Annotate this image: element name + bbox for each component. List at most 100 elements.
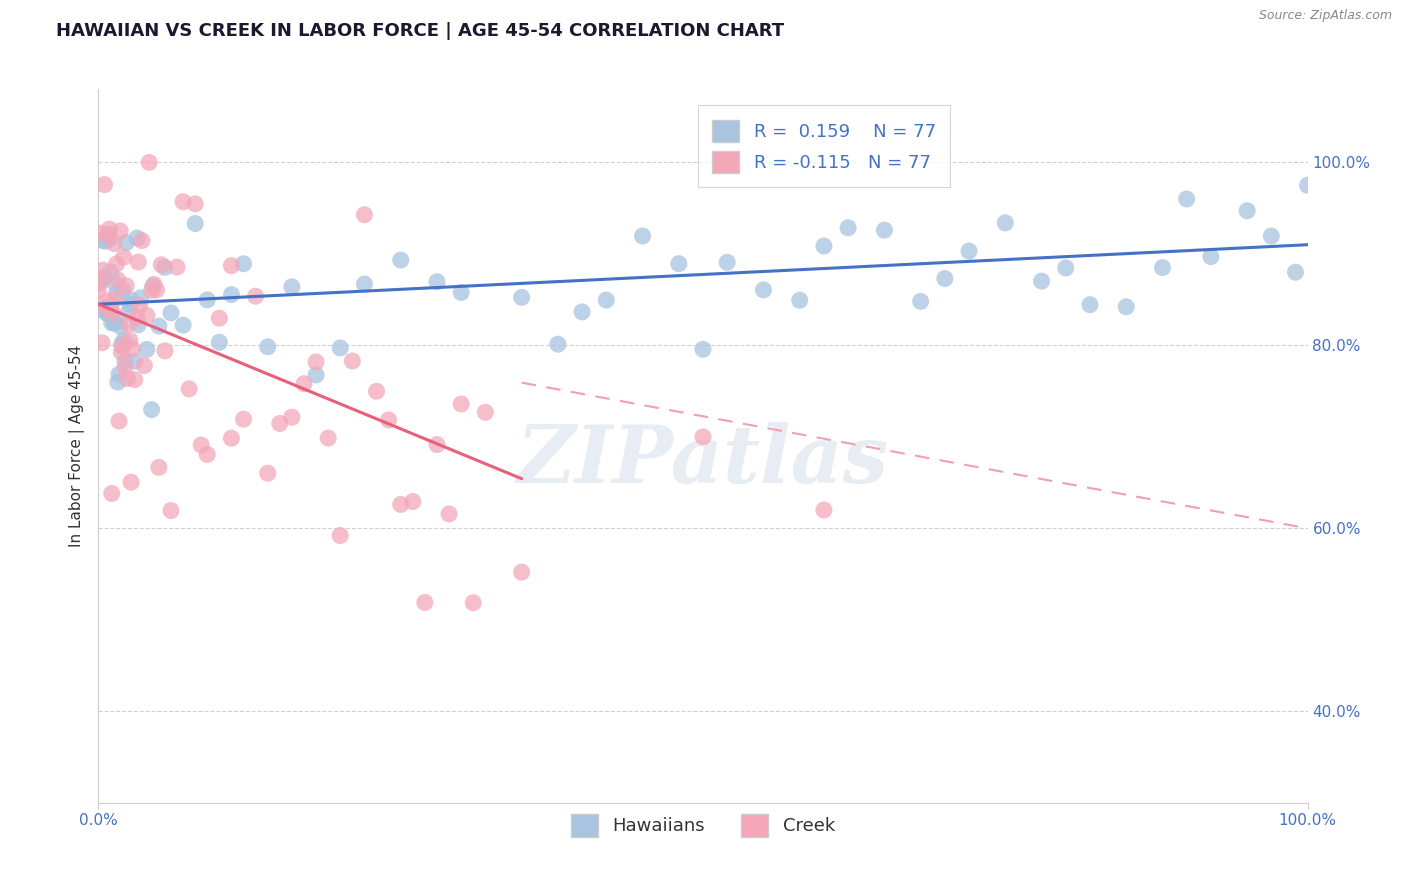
Point [96,294,118,309]
Point [124,354,146,368]
Text: Source: ZipAtlas.com: Source: ZipAtlas.com [1258,9,1392,22]
Point [118,317,141,331]
Point [104,292,127,306]
Point [134,359,156,373]
Text: ZIPatlas: ZIPatlas [517,422,889,499]
Point [195,448,218,462]
Point [1199,250,1222,264]
Point [366,384,388,399]
Point [316,431,339,445]
Point [127,255,149,269]
Point [160,306,183,320]
Point [1296,178,1319,193]
Point [813,239,835,253]
Point [114,359,136,374]
Point [208,335,231,350]
Point [789,293,811,308]
Point [87,277,110,291]
Point [115,278,138,293]
Point [118,333,141,347]
Point [145,283,167,297]
Point [89,226,111,240]
Point [110,338,132,352]
Point [118,305,141,319]
Point [91,263,114,277]
Point [91,302,114,317]
Point [195,293,218,307]
Y-axis label: In Labor Force | Age 45-54: In Labor Force | Age 45-54 [69,345,84,547]
Point [103,236,125,251]
Point [450,285,472,300]
Point [1236,203,1258,218]
Point [184,196,207,211]
Point [93,178,115,192]
Point [692,343,714,357]
Point [131,234,153,248]
Point [1175,192,1198,206]
Point [873,223,896,237]
Point [91,335,114,350]
Point [103,316,125,330]
Point [172,318,194,332]
Point [127,310,149,325]
Point [100,300,122,314]
Point [111,283,134,297]
Point [305,368,328,382]
Point [402,494,425,508]
Point [269,417,291,431]
Point [934,271,956,285]
Point [135,343,157,357]
Point [129,291,152,305]
Point [166,260,188,274]
Point [353,208,375,222]
Point [148,319,170,334]
Point [692,430,714,444]
Point [160,503,183,517]
Point [256,466,278,480]
Point [143,277,166,292]
Point [108,368,131,382]
Point [450,397,472,411]
Point [232,257,254,271]
Point [389,253,412,268]
Point [98,222,121,236]
Point [94,301,117,315]
Point [813,503,835,517]
Point [128,298,150,312]
Point [111,339,134,353]
Point [389,497,412,511]
Point [474,405,496,419]
Point [631,229,654,244]
Point [121,342,143,356]
Point [547,337,569,351]
Point [292,376,315,391]
Point [752,283,775,297]
Point [96,306,118,320]
Point [112,334,135,348]
Point [127,231,149,245]
Point [97,227,120,241]
Point [190,438,212,452]
Point [571,305,593,319]
Point [135,309,157,323]
Point [342,354,364,368]
Point [1284,265,1306,279]
Point [93,270,115,285]
Point [107,375,129,389]
Point [115,235,138,250]
Point [100,486,122,500]
Point [1152,260,1174,275]
Point [148,460,170,475]
Point [463,596,485,610]
Point [104,316,127,330]
Point [108,319,131,334]
Point [108,224,131,238]
Point [127,318,149,332]
Point [120,293,142,307]
Point [117,371,139,385]
Point [413,595,436,609]
Text: HAWAIIAN VS CREEK IN LABOR FORCE | AGE 45-54 CORRELATION CHART: HAWAIIAN VS CREEK IN LABOR FORCE | AGE 4… [56,22,785,40]
Point [1031,274,1053,288]
Point [124,373,146,387]
Point [716,255,738,269]
